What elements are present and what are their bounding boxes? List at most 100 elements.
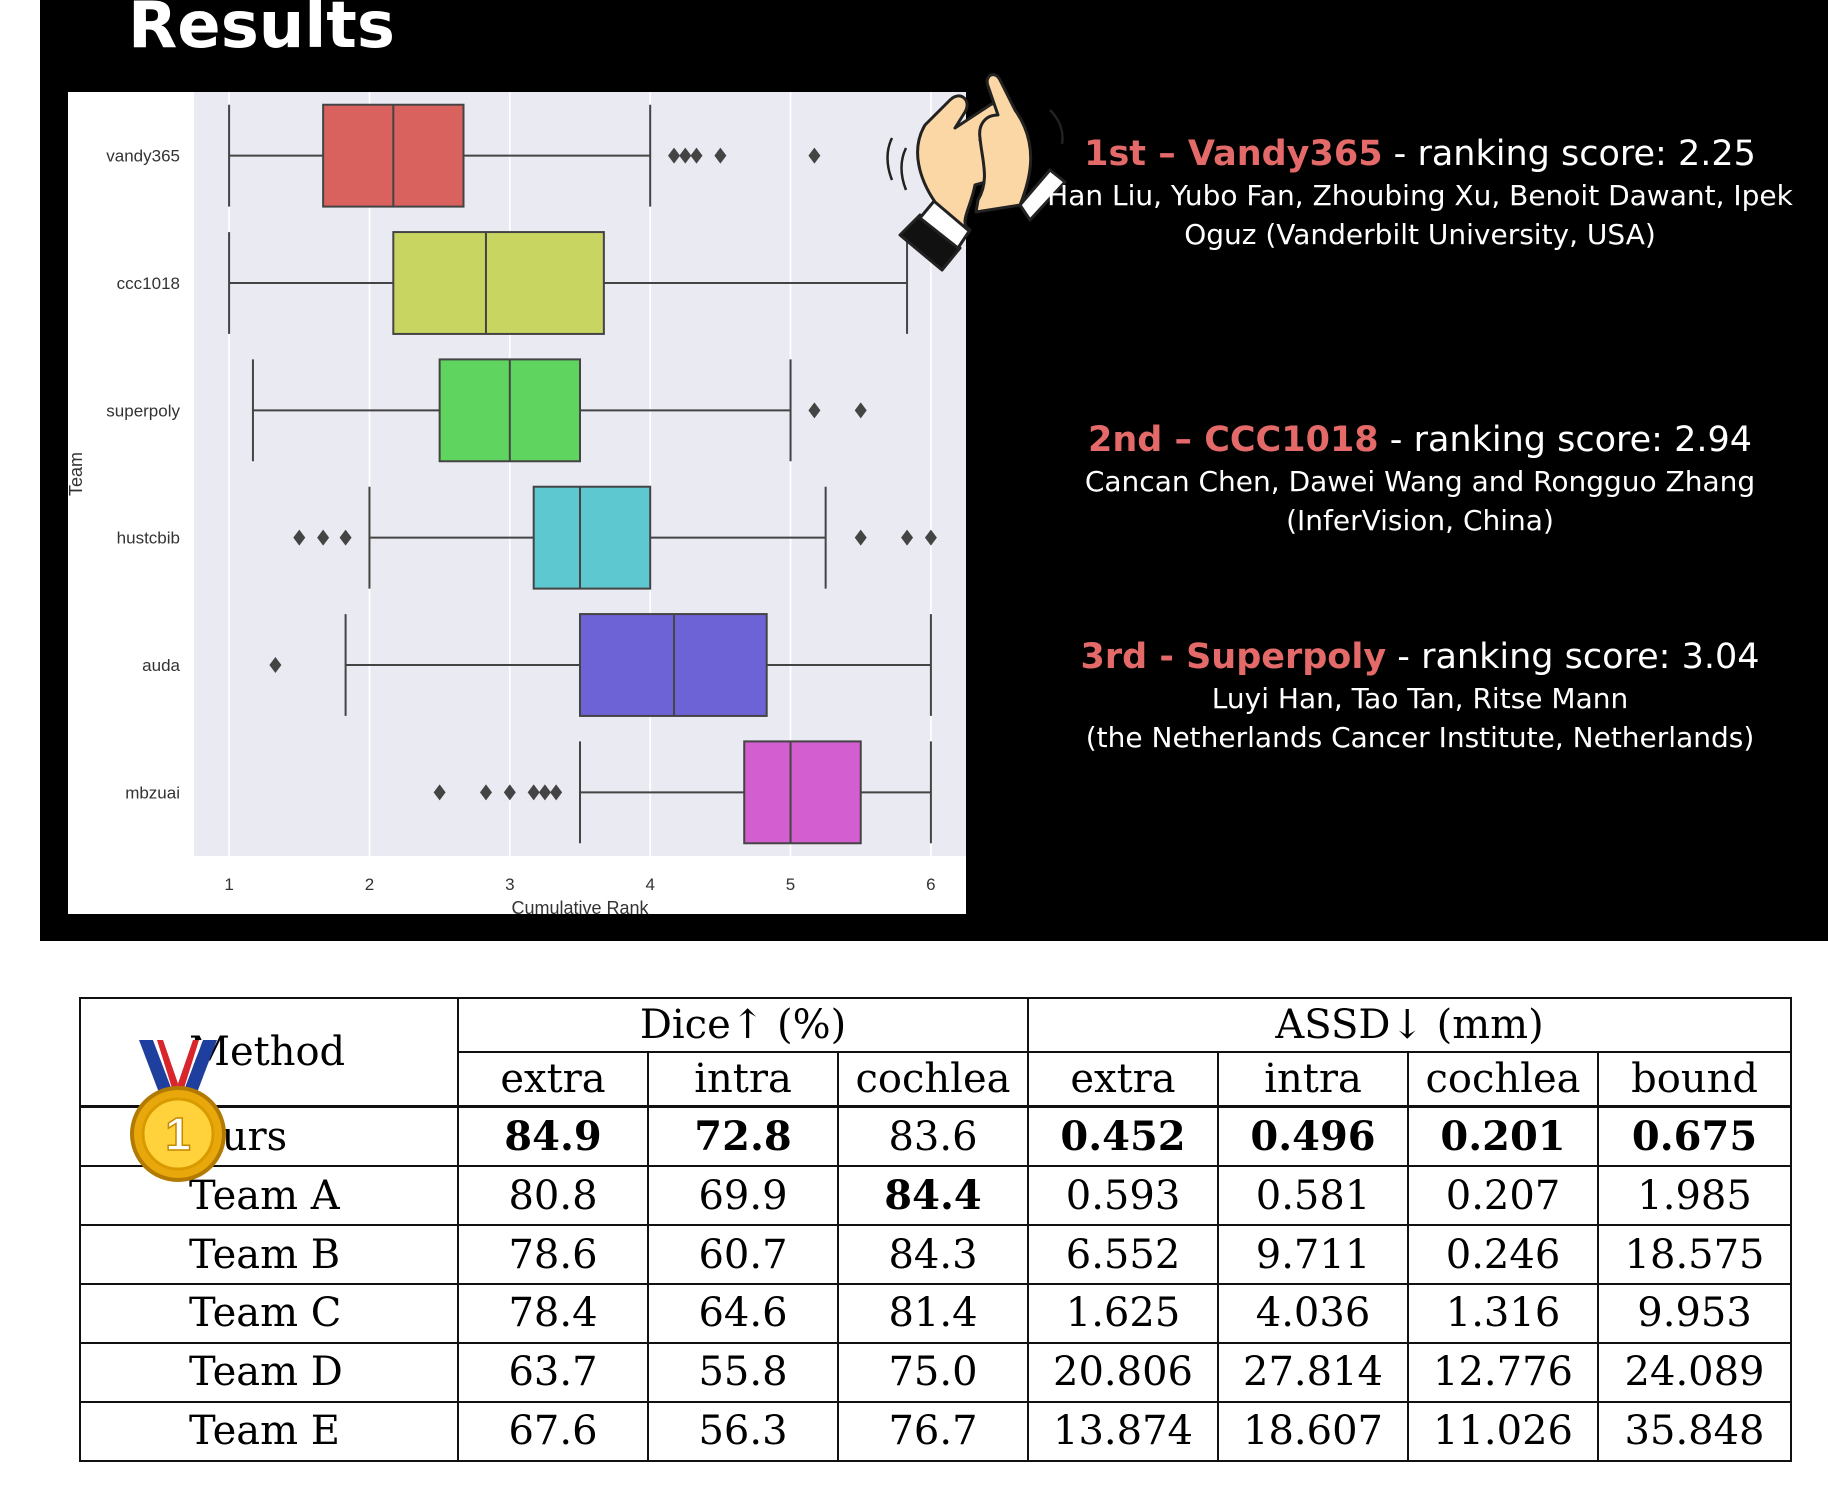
award-score: ranking score: 2.94 xyxy=(1413,420,1752,460)
award-rank: 3rd xyxy=(1080,637,1148,677)
value-cell: 67.6 xyxy=(457,1400,649,1463)
value-cell: 78.4 xyxy=(457,1283,649,1344)
cumulative-rank-boxplot: 1 2 3 4 5 6 Cumulative Rank Team vandy365 ccc1018… xyxy=(68,92,966,914)
category-label: ccc1018 xyxy=(117,274,180,293)
category-label: mbzuai xyxy=(125,783,180,802)
outlier-point xyxy=(479,784,492,801)
method-cell: Team A xyxy=(79,1165,459,1227)
value-cell: 24.089 xyxy=(1597,1341,1793,1403)
value-cell: 76.7 xyxy=(836,1400,1030,1463)
award-authors-line2: (the Netherlands Cancer Institute, Nethe… xyxy=(1085,721,1755,754)
results-slide: Results 1 2 3 4 5 6 Cumulative Rank Team vandy36… xyxy=(40,0,1828,941)
award-authors-line2: Oguz (Vanderbilt University, USA) xyxy=(1184,218,1656,251)
value-cell: 20.806 xyxy=(1027,1341,1220,1403)
value-cell: 84.4 xyxy=(836,1165,1030,1227)
column-header: intra xyxy=(647,1051,839,1108)
value-cell: 0.496 xyxy=(1217,1105,1410,1168)
value-cell: 84.3 xyxy=(836,1224,1030,1285)
boxplot-card: 1 2 3 4 5 6 Cumulative Rank Team vandy365 ccc1018… xyxy=(68,92,966,914)
value-cell: 60.7 xyxy=(647,1224,839,1285)
value-cell: 81.4 xyxy=(836,1283,1030,1344)
value-cell: 0.452 xyxy=(1027,1105,1220,1168)
award-score: ranking score: 2.25 xyxy=(1417,134,1756,174)
value-cell: 0.207 xyxy=(1407,1165,1600,1227)
award-headline: 3rd - Superpoly - ranking score: 3.04 xyxy=(1080,637,1760,677)
box-hustcbib xyxy=(532,485,652,590)
best-value: 0.452 xyxy=(1060,1112,1186,1160)
value-cell: 0.581 xyxy=(1217,1165,1410,1227)
table-row: Team C 78.4 64.6 81.4 1.625 4.036 1.316 9.953 xyxy=(79,1283,1793,1344)
value-cell: 1.625 xyxy=(1027,1283,1220,1344)
value-cell: 63.7 xyxy=(457,1341,649,1403)
value-cell: 78.6 xyxy=(457,1224,649,1285)
outlier-point xyxy=(808,147,821,164)
x-tick-label: 5 xyxy=(786,875,795,894)
dice-group-header: Dice↑ (%) xyxy=(456,997,1030,1053)
award-team: Vandy365 xyxy=(1187,134,1383,174)
award-authors-line1: Cancan Chen, Dawei Wang and Rongguo Zhan… xyxy=(1084,465,1756,498)
table-row: Team E 67.6 56.3 76.7 13.874 18.607 11.026 35.8… xyxy=(79,1400,1793,1463)
column-header: bound xyxy=(1597,1051,1793,1108)
outlier-point xyxy=(538,784,551,801)
award-score: ranking score: 3.04 xyxy=(1421,637,1760,677)
assd-group-header: ASSD↓ (mm) xyxy=(1027,997,1793,1053)
outlier-point xyxy=(924,529,937,546)
value-cell: 18.607 xyxy=(1217,1400,1410,1463)
value-cell: 4.036 xyxy=(1217,1283,1410,1344)
value-cell: 9.953 xyxy=(1597,1283,1793,1344)
best-value: 72.8 xyxy=(694,1112,792,1160)
value-cell: 80.8 xyxy=(457,1165,649,1227)
results-table: Method Dice↑ (%) ASSD↓ (mm) extra intra … xyxy=(79,997,1793,1463)
method-cell: Team B xyxy=(79,1224,459,1285)
value-cell: 13.874 xyxy=(1027,1400,1220,1463)
outlier-point xyxy=(433,784,446,801)
x-tick-label: 4 xyxy=(645,875,654,894)
category-label: vandy365 xyxy=(106,147,180,166)
best-value: 84.9 xyxy=(504,1112,602,1160)
value-cell: 18.575 xyxy=(1597,1224,1793,1285)
award-authors-line2: (InferVision, China) xyxy=(1286,504,1554,537)
award-authors-line1: Han Liu, Yubo Fan, Zhoubing Xu, Benoit D… xyxy=(1047,179,1793,212)
outlier-point xyxy=(339,529,352,546)
value-cell: 27.814 xyxy=(1217,1341,1410,1403)
slide-title: Results xyxy=(128,0,395,63)
outlier-point xyxy=(679,147,692,164)
gold-medal-icon: 1 xyxy=(130,1040,226,1182)
value-cell: 69.9 xyxy=(647,1165,839,1227)
outlier-point xyxy=(269,657,282,673)
value-cell: 35.848 xyxy=(1597,1400,1793,1463)
award-rank: 2nd xyxy=(1087,420,1163,460)
value-cell: 84.9 xyxy=(457,1105,649,1168)
value-cell: 0.201 xyxy=(1407,1105,1600,1168)
outlier-point xyxy=(854,402,867,419)
award-team: Superpoly xyxy=(1186,637,1387,677)
award-team: CCC1018 xyxy=(1204,420,1379,460)
value-cell: 75.0 xyxy=(836,1341,1030,1403)
method-cell: Team E xyxy=(79,1400,459,1463)
column-header: cochlea xyxy=(836,1051,1030,1108)
outlier-point xyxy=(527,784,540,801)
award-headline: 2nd – CCC1018 - ranking score: 2.94 xyxy=(1087,420,1752,460)
value-cell: 1.316 xyxy=(1407,1283,1600,1344)
outlier-point xyxy=(901,529,914,546)
value-cell: 0.593 xyxy=(1027,1165,1220,1227)
value-cell: 55.8 xyxy=(647,1341,839,1403)
x-tick-label: 3 xyxy=(505,875,514,894)
y-axis-label: Team xyxy=(68,452,86,496)
best-value: 0.201 xyxy=(1440,1112,1566,1160)
outlier-point xyxy=(503,784,516,801)
award-headline: 1st – Vandy365 - ranking score: 2.25 xyxy=(1084,134,1756,174)
method-cell: Team C xyxy=(79,1283,459,1344)
outlier-point xyxy=(550,784,563,801)
outlier-point xyxy=(714,147,727,164)
value-cell: 64.6 xyxy=(647,1283,839,1344)
value-cell: 6.552 xyxy=(1027,1224,1220,1285)
award-rank: 1st xyxy=(1084,134,1147,174)
value-cell: 11.026 xyxy=(1407,1400,1600,1463)
value-cell: 0.246 xyxy=(1407,1224,1600,1285)
x-axis-label: Cumulative Rank xyxy=(511,898,649,914)
table-row: Team B 78.6 60.7 84.3 6.552 9.711 0.246 18.575 xyxy=(79,1224,1793,1285)
award-first-place: 1st – Vandy365 - ranking score: 2.25 Han… xyxy=(1030,132,1810,254)
medal-label: 1 xyxy=(165,1108,191,1160)
outlier-point xyxy=(293,529,306,546)
